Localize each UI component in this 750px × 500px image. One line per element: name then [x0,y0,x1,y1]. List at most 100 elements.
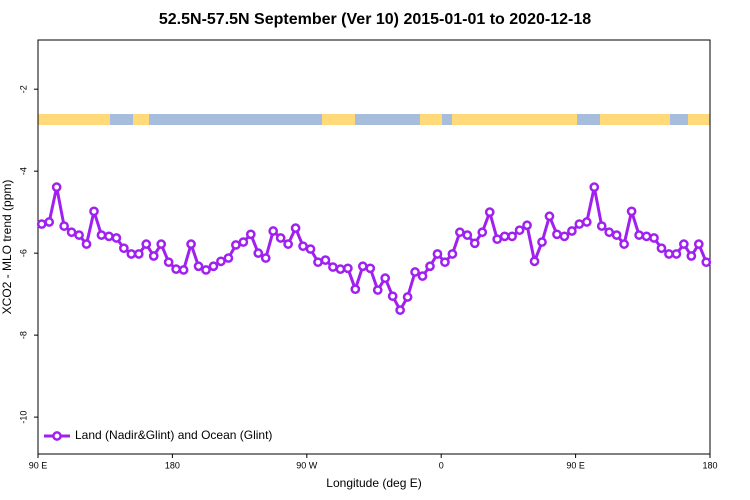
data-point [425,261,435,272]
data-point [514,225,525,236]
data-point [402,292,413,302]
data-point [387,291,398,302]
data-point [626,206,637,217]
data-point [537,237,547,247]
land-band [600,114,670,125]
legend-marker [52,431,62,441]
data-point [686,251,697,261]
x-tick-label: 90 E [566,460,585,470]
land-band [420,114,442,125]
data-point [380,273,391,284]
data-point [492,234,503,245]
data-point [335,264,346,274]
data-point [596,221,607,231]
data-point [298,241,308,252]
x-axis-label: Longitude (deg E) [326,476,421,490]
data-point [201,265,211,275]
data-point [133,249,144,259]
land-band [322,114,355,125]
data-point [656,243,667,254]
data-point [529,256,540,267]
plot-frame [37,39,711,455]
data-point [350,284,361,295]
data-point [507,231,517,242]
land-band [688,114,710,125]
y-tick-label: -4 [18,167,28,175]
data-point [156,239,167,249]
data-point [357,261,368,272]
data-point [432,249,443,259]
data-point [343,263,353,274]
data-point [171,264,181,274]
data-point [313,257,323,268]
data-point [649,233,659,243]
data-point [664,249,674,259]
data-point [44,217,55,227]
y-axis-label: XCO2 - MLO trend (ppm) [0,180,14,315]
data-point [440,257,450,268]
data-point [148,251,159,261]
x-tick-label: 180 [165,460,180,470]
data-point [581,217,592,227]
data-point [469,238,480,249]
data-point [178,265,189,275]
y-tick-label: -8 [18,331,28,339]
data-point [589,182,600,193]
data-point [216,256,226,267]
data-point [395,305,405,315]
legend-label: Land (Nadir&Glint) and Ocean (Glint) [75,428,272,442]
data-point [604,227,615,238]
data-point [111,233,122,243]
data-point [253,248,264,258]
land-band [133,114,149,125]
x-tick-label: 90 E [29,460,48,470]
data-point [447,249,458,259]
data-point [74,230,84,240]
x-tick-label: 0 [439,460,444,470]
data-point [320,255,331,265]
data-point [522,220,532,231]
data-point [245,229,256,240]
data-point [693,239,704,249]
data-point [238,237,249,247]
data-point [119,243,129,254]
data-point [89,206,99,217]
data-point [410,267,420,277]
data-point [141,239,152,249]
data-point [96,230,107,240]
y-tick-label: -10 [18,411,28,424]
data-point [283,239,293,249]
data-point [186,239,196,249]
data-point [328,262,338,272]
x-tick-label: 90 W [296,460,318,470]
data-point [574,219,585,229]
y-tick-label: -2 [18,85,28,93]
data-point [275,233,286,243]
land-band [452,114,577,125]
data-point [231,240,241,250]
data-point [163,257,174,268]
data-point [268,226,279,236]
data-point [51,182,62,193]
data-point [305,244,316,254]
data-point [671,249,682,259]
data-point [417,271,428,281]
surface-strip [38,114,710,125]
data-point [641,231,652,242]
data-point [477,227,488,238]
data-point [559,231,570,242]
data-point [611,230,622,240]
data-point [619,239,629,249]
data-point [544,211,555,222]
data-point [552,229,562,240]
data-point [701,257,712,268]
data-point [81,239,92,249]
data-point [260,253,271,263]
data-point [484,207,495,218]
data-point [365,263,376,274]
data-point [223,253,234,263]
data-point [126,249,137,259]
data-point [208,261,219,272]
data-point [499,231,510,242]
ocean-band [38,114,710,125]
